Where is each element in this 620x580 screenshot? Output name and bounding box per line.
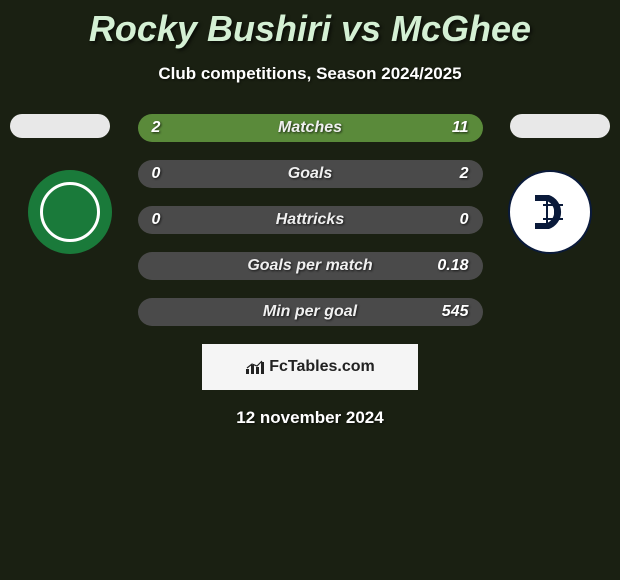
stat-label: Goals <box>138 165 483 183</box>
stat-row: 2 Matches 11 <box>138 114 483 142</box>
page-title: Rocky Bushiri vs McGhee <box>0 0 620 50</box>
club-logo-left <box>28 170 112 254</box>
dundee-logo-icon <box>525 187 575 237</box>
stat-row: 0 Goals 2 <box>138 160 483 188</box>
chart-icon <box>245 359 265 375</box>
player-badge-left <box>10 114 110 138</box>
stats-list: 2 Matches 11 0 Goals 2 0 Hattricks 0 Goa… <box>138 114 483 326</box>
stat-label: Hattricks <box>138 211 483 229</box>
stat-right-value: 0 <box>460 211 469 229</box>
stat-label: Matches <box>138 119 483 137</box>
club-logo-right <box>508 170 592 254</box>
stat-label: Min per goal <box>138 303 483 321</box>
subtitle: Club competitions, Season 2024/2025 <box>0 64 620 84</box>
stat-left-value: 0 <box>152 165 161 183</box>
stat-right-value: 0.18 <box>437 257 468 275</box>
brand-link[interactable]: FcTables.com <box>202 344 418 390</box>
stat-row: 0 Hattricks 0 <box>138 206 483 234</box>
stat-right-value: 11 <box>452 119 469 137</box>
brand-label: FcTables.com <box>269 358 375 376</box>
stat-right-value: 545 <box>442 303 469 321</box>
stat-row: Min per goal 545 <box>138 298 483 326</box>
stat-label: Goals per match <box>138 257 483 275</box>
stat-left-value: 0 <box>152 211 161 229</box>
date-label: 12 november 2024 <box>0 408 620 428</box>
stat-right-value: 2 <box>460 165 469 183</box>
comparison-panel: 2 Matches 11 0 Goals 2 0 Hattricks 0 Goa… <box>0 114 620 428</box>
stat-left-value: 2 <box>152 119 161 137</box>
player-badge-right <box>510 114 610 138</box>
stat-row: Goals per match 0.18 <box>138 252 483 280</box>
